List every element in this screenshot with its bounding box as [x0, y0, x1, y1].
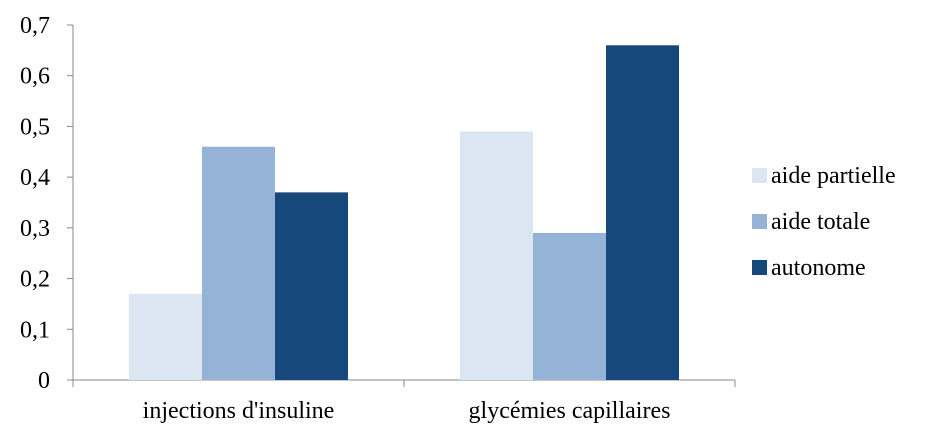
legend-swatch [752, 168, 767, 183]
legend-label: autonome [771, 255, 866, 281]
y-tick-label: 0,6 [20, 64, 50, 90]
y-tick-label: 0 [38, 368, 50, 394]
legend-swatch [752, 260, 767, 275]
bar [202, 146, 275, 380]
legend: aide partielle aide totale autonome [752, 163, 896, 281]
bar [460, 131, 533, 380]
bar [533, 232, 606, 380]
y-tick-label: 0,7 [20, 13, 50, 39]
bar [606, 45, 679, 381]
y-tick-label: 0,2 [20, 267, 50, 293]
legend-swatch [752, 214, 767, 229]
bars [129, 45, 679, 381]
x-category-label: glycémies capillaires [469, 398, 671, 424]
y-tick-label: 0,5 [20, 114, 50, 140]
y-tick-label: 0,1 [20, 317, 50, 343]
bar [275, 192, 348, 380]
legend-label: aide partielle [771, 163, 896, 189]
y-tick-label: 0,3 [20, 216, 50, 242]
y-tick-label: 0,4 [20, 165, 50, 191]
bar [129, 293, 202, 380]
x-category-label: injections d'insuline [143, 398, 335, 424]
y-axis-ticks: 0 0,1 0,2 0,3 0,4 0,5 0,6 0,7 [20, 13, 73, 394]
legend-label: aide totale [771, 209, 870, 235]
x-axis-categories: injections d'insuline glycémies capillair… [143, 398, 671, 424]
